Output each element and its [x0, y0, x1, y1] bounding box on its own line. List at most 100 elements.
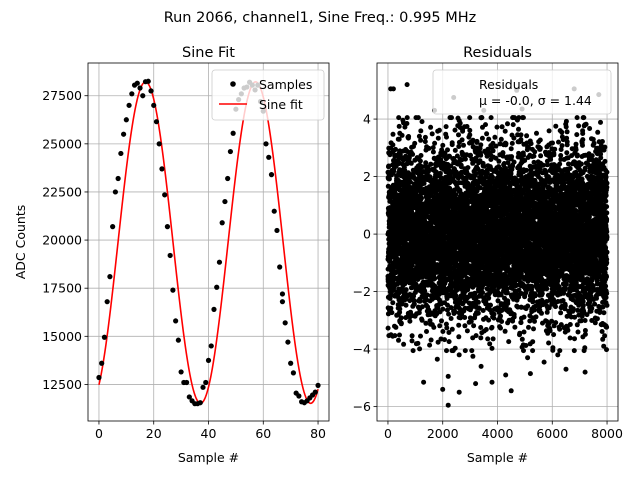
sample-point: [110, 224, 116, 230]
sample-point: [266, 154, 272, 160]
residual-point: [408, 160, 414, 166]
residual-point: [417, 158, 423, 164]
residual-point: [398, 321, 404, 327]
residual-point: [388, 305, 394, 311]
residual-point: [489, 324, 495, 330]
residual-point: [419, 119, 425, 125]
residual-point: [510, 122, 516, 128]
residual-point: [452, 345, 458, 351]
residual-point: [430, 149, 436, 155]
y-tick-label: 15000: [42, 329, 82, 344]
residual-point: [503, 141, 509, 147]
residual-point: [445, 302, 450, 308]
sample-point: [129, 91, 135, 97]
residual-point: [418, 333, 423, 339]
sample-point: [99, 360, 105, 366]
residual-point: [411, 301, 417, 307]
residual-point: [467, 115, 473, 121]
residual-point: [502, 328, 508, 334]
sample-point: [203, 379, 209, 386]
residual-point: [396, 115, 402, 121]
residual-point: [452, 127, 458, 133]
residual-point: [456, 144, 462, 149]
sample-point: [145, 78, 151, 84]
sample-point: [285, 339, 291, 345]
residual-point: [399, 132, 405, 138]
residual-point: [390, 131, 396, 137]
residual-point: [506, 339, 512, 345]
residual-point: [471, 323, 477, 329]
sample-point: [263, 141, 269, 147]
residual-point: [505, 300, 511, 306]
residual-point: [448, 305, 454, 311]
residual-point: [386, 163, 392, 169]
x-tick-label: 80: [310, 426, 326, 441]
residual-point: [428, 124, 434, 130]
residual-point: [488, 115, 494, 121]
residual-point: [488, 302, 493, 308]
residual-point: [474, 138, 480, 144]
residual-point: [396, 337, 401, 343]
residual-point: [512, 324, 518, 330]
sine-fit-legend-box: [211, 69, 325, 121]
residual-point: [517, 330, 523, 336]
sample-point: [162, 192, 168, 198]
residual-point: [440, 306, 446, 312]
residual-point: [412, 140, 418, 146]
residual-point: [390, 300, 396, 306]
sample-point: [268, 172, 275, 178]
residual-point: [437, 323, 443, 329]
residual-point: [496, 158, 502, 164]
residual-point: [442, 337, 447, 343]
residual-point: [498, 136, 504, 142]
residual-point: [426, 145, 432, 151]
residual-point: [424, 292, 430, 298]
residual-point: [385, 325, 391, 331]
sample-point: [104, 299, 110, 305]
residual-point: [509, 154, 515, 160]
residual-point: [403, 302, 409, 308]
residual-point: [396, 136, 402, 142]
residual-point: [418, 137, 424, 143]
residual-point: [457, 120, 463, 126]
residual-point: [465, 165, 471, 171]
residual-point: [490, 148, 496, 154]
residual-point: [508, 171, 514, 177]
residual-point: [442, 150, 448, 156]
residual-point: [499, 319, 505, 324]
residual-point: [446, 311, 452, 317]
residual-point: [419, 164, 425, 170]
residual-point: [439, 318, 444, 324]
residual-point: [422, 134, 428, 140]
residual-point: [396, 123, 402, 129]
residual-point: [453, 192, 459, 198]
residual-point: [428, 161, 434, 167]
residual-point: [458, 315, 463, 321]
residual-point: [419, 317, 425, 323]
sample-point: [183, 379, 190, 386]
y-tick-label: 12500: [42, 377, 82, 392]
residual-point: [505, 121, 510, 127]
residual-point: [456, 132, 461, 138]
sample-point: [211, 306, 217, 312]
sample-point: [216, 259, 223, 265]
sine-fit-ticks: 0 20 40 60 801250015000175002000022500250002…: [42, 88, 326, 441]
residual-point: [489, 345, 495, 351]
residual-point: [509, 140, 515, 146]
legend-samples-marker: [230, 81, 236, 87]
residual-point: [428, 337, 434, 343]
residual-point: [436, 127, 442, 133]
sample-point: [134, 80, 140, 86]
y-tick-label: 17500: [42, 281, 82, 296]
residual-point: [422, 288, 428, 294]
sample-point: [186, 394, 192, 400]
residual-point: [490, 336, 496, 342]
residual-point: [502, 128, 508, 134]
residual-point: [393, 324, 399, 330]
residual-point: [406, 134, 412, 139]
residual-point: [449, 115, 454, 121]
residual-point: [511, 159, 517, 165]
residual-point: [417, 346, 423, 352]
sine-fit-legend: Samples Sine fit: [211, 69, 325, 121]
residual-point: [492, 134, 498, 140]
